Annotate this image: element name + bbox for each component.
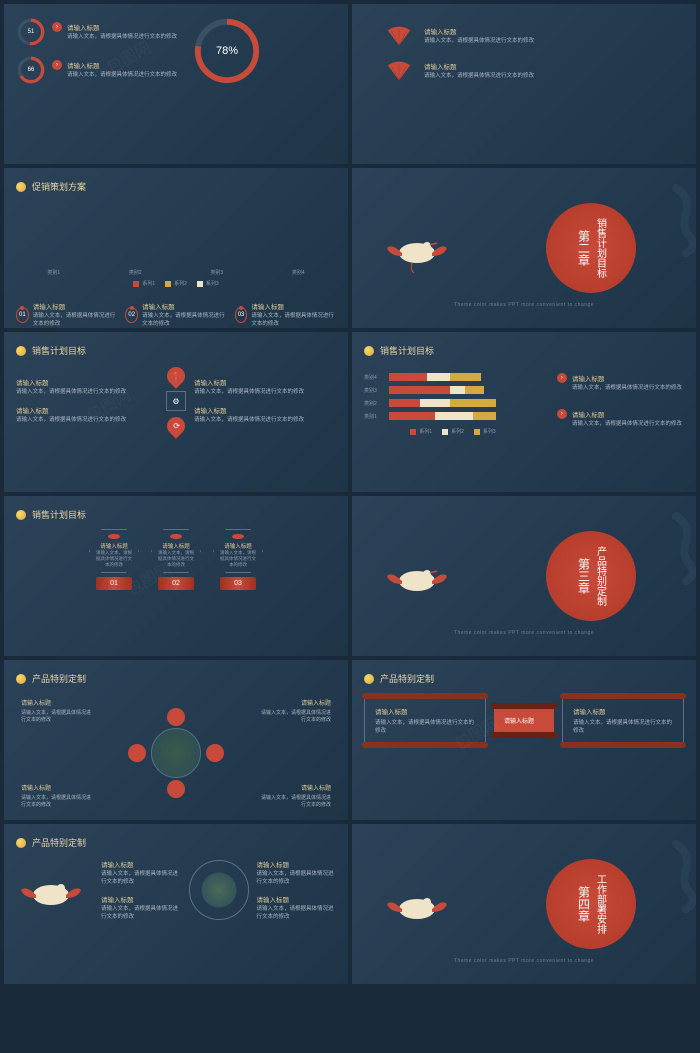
hexagon: 请输入标题请输入文本，请根据具体情况进行文本的修改 (213, 529, 263, 573)
theme-note: Theme color makes PPT more convenient to… (454, 302, 594, 308)
chapter-circle: 第二章 销售计划目标 (546, 203, 636, 293)
slide-9: 产品特别定制 请输入标题请输入文本，请根据具体情况进行文本的修改 请输入标题请输… (4, 660, 348, 820)
snake-icon (646, 178, 696, 258)
slide-12-chapter: 第四章 工作部署安排 Theme color makes PPT more co… (352, 824, 696, 984)
num-badge: 01 (16, 307, 29, 323)
slide-1: 51 ›请输入标题请输入文本，请根据具体情况进行文本的修改 66 ›请输入标题请… (4, 4, 348, 164)
coin-icon (16, 674, 26, 684)
orbit-dot (128, 744, 146, 762)
slide-11: 产品特别定制 请输入标题请输入文本，请根据具体情况进行文本的修改 请输入标题请输… (4, 824, 348, 984)
slide-10: 产品特别定制 请输入标题 请输入文本，请根据具体情况进行文本的修改 请输入标题 … (352, 660, 696, 820)
chapter-circle: 第四章 工作部署安排 (546, 859, 636, 949)
slide-8-chapter: 第三章 产品特别定制 Theme color makes PPT more co… (352, 496, 696, 656)
hex-icon (170, 534, 182, 539)
donut-66: 66 (16, 55, 46, 85)
snake-icon (646, 834, 696, 914)
donut-pct: 78% (216, 45, 238, 57)
center-circle (151, 728, 201, 778)
arrow-icon: › (52, 22, 62, 32)
slide-7: 销售计划目标 请输入标题请输入文本，请根据具体情况进行文本的修改01 请输入标题… (4, 496, 348, 656)
hex-icon (232, 534, 244, 539)
arrow-icon: › (52, 60, 62, 70)
slide-6: 销售计划目标 类别4 类别3 类别2 类别1 系列1系列2系列3 ›请输入标题请… (352, 332, 696, 492)
bar-chart (16, 201, 336, 261)
crane-icon (382, 874, 452, 934)
arrow-icon: › (557, 409, 567, 419)
hexagon: 请输入标题请输入文本，请根据具体情况进行文本的修改 (151, 529, 201, 573)
theme-note: Theme color makes PPT more convenient to… (454, 630, 594, 636)
donut-51: 51 (16, 17, 46, 47)
orbit-dot (206, 744, 224, 762)
slide-3: 促销策划方案 类别1类别2类别3类别4 系列1系列2系列3 01请输入标题请输入… (4, 168, 348, 328)
scroll-panel: 请输入标题 请输入文本，请根据具体情况进行文本的修改 (364, 695, 486, 746)
scroll-red: 请输入标题 (494, 706, 554, 735)
hex-icon (108, 534, 120, 539)
quad-circle (189, 860, 249, 920)
num-tag: 02 (158, 577, 194, 590)
hexagon: 请输入标题请输入文本，请根据具体情况进行文本的修改 (89, 529, 139, 573)
coin-icon (364, 346, 374, 356)
fan-icon (384, 26, 414, 46)
coin-icon (16, 346, 26, 356)
crane-icon (382, 218, 452, 278)
coin-icon (16, 510, 26, 520)
coin-icon (16, 182, 26, 192)
crane-icon (382, 546, 452, 606)
hbar-chart: 类别4 类别3 类别2 类别1 (364, 373, 542, 420)
slide-4-chapter: 第二章 销售计划目标 Theme color makes PPT more co… (352, 168, 696, 328)
orbit-dot (167, 708, 185, 726)
crane-icon (16, 860, 86, 920)
coin-icon (364, 674, 374, 684)
slide-title: 促销策划方案 (32, 180, 86, 193)
slide-5: 销售计划目标 请输入标题请输入文本，请根据具体情况进行文本的修改 请输入标题请输… (4, 332, 348, 492)
snake-icon (646, 506, 696, 586)
num-tag: 01 (96, 577, 132, 590)
arrow-icon: › (557, 373, 567, 383)
donut-pct: 51 (28, 29, 35, 35)
donut-pct: 66 (28, 67, 35, 73)
scroll-panel: 请输入标题 请输入文本，请根据具体情况进行文本的修改 (562, 695, 684, 746)
theme-note: Theme color makes PPT more convenient to… (454, 958, 594, 964)
fan-icon (384, 61, 414, 81)
pin-icon: ⟳ (167, 417, 185, 435)
gear-icon: ⚙ (166, 391, 186, 411)
num-badge: 03 (235, 307, 248, 323)
chapter-circle: 第三章 产品特别定制 (546, 531, 636, 621)
pin-icon: 📍 (167, 367, 185, 385)
orbit-dot (167, 780, 185, 798)
donut-78: 78% (192, 16, 262, 86)
num-tag: 03 (220, 577, 256, 590)
slide-2: 请输入标题请输入文本，请根据具体情况进行文本的修改 请输入标题请输入文本，请根据… (352, 4, 696, 164)
num-badge: 02 (125, 307, 138, 323)
slide-grid: 51 ›请输入标题请输入文本，请根据具体情况进行文本的修改 66 ›请输入标题请… (0, 0, 700, 988)
coin-icon (16, 838, 26, 848)
